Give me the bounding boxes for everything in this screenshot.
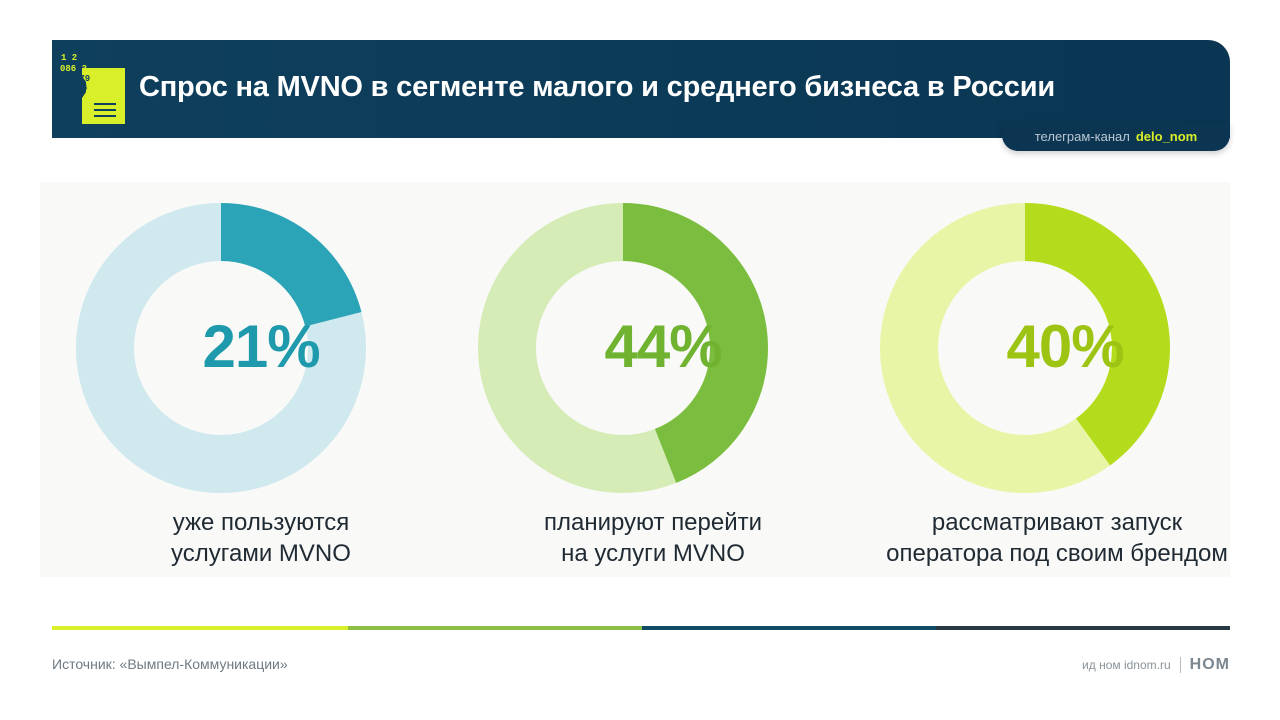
svg-text:1 2: 1 2 (61, 53, 77, 63)
channel-badge[interactable]: телеграм-канал delo_nom (1002, 122, 1230, 151)
channel-prefix: телеграм-канал (1034, 129, 1130, 144)
svg-text:4: 4 (82, 83, 88, 93)
caption-2: планируют перейти на услуги MVNO (443, 507, 863, 569)
caption-1-line-2: услугами MVNO (171, 540, 351, 567)
logo-icon: 1 2 086 3 579 4 (60, 53, 125, 124)
donut-2-value-slice (478, 203, 768, 493)
page-title: Спрос на MVNO в сегменте малого и средне… (139, 71, 1055, 103)
caption-3: рассматривают запуск оператора под своим… (847, 507, 1267, 569)
svg-text:579: 579 (74, 74, 90, 84)
caption-1: уже пользуются услугами MVNO (51, 507, 471, 569)
charts-area: 21% 44% 40% уже пользуются услугами MVNO… (40, 182, 1230, 577)
percent-label-2: 44% (604, 313, 722, 380)
caption-2-line-2: на услуги MVNO (561, 540, 745, 567)
svg-text:086 3: 086 3 (60, 64, 87, 74)
header-banner: 1 2 086 3 579 4 Спрос на MVNO в сегменте… (52, 40, 1230, 138)
donut-1-value-slice (76, 203, 366, 493)
percent-label-1: 21% (202, 313, 320, 380)
donut-charts (76, 203, 1170, 493)
brand-text[interactable]: ид ном idnom.ru (1082, 658, 1171, 672)
donut-3-value-slice (880, 203, 1170, 493)
brand-logo: НОМ (1189, 656, 1230, 673)
caption-3-line-2: оператора под своим брендом (886, 540, 1228, 567)
brand-divider (1179, 657, 1181, 673)
footer-bar-segment-3 (642, 626, 936, 630)
footer-bar-segment-2 (348, 626, 642, 630)
caption-3-line-1: рассматривают запуск (931, 509, 1183, 536)
channel-handle[interactable]: delo_nom (1135, 129, 1198, 144)
caption-1-line-1: уже пользуются (172, 509, 350, 536)
footer-bar-segment-1 (52, 626, 348, 630)
percent-label-3: 40% (1006, 313, 1124, 380)
caption-2-line-1: планируют перейти (543, 509, 763, 536)
source-note: Источник: «Вымпел-Коммуникации» (52, 656, 288, 672)
brand-mark[interactable]: ид ном idnom.ru НОМ (1082, 656, 1230, 674)
footer-bar-segment-4 (936, 626, 1230, 630)
